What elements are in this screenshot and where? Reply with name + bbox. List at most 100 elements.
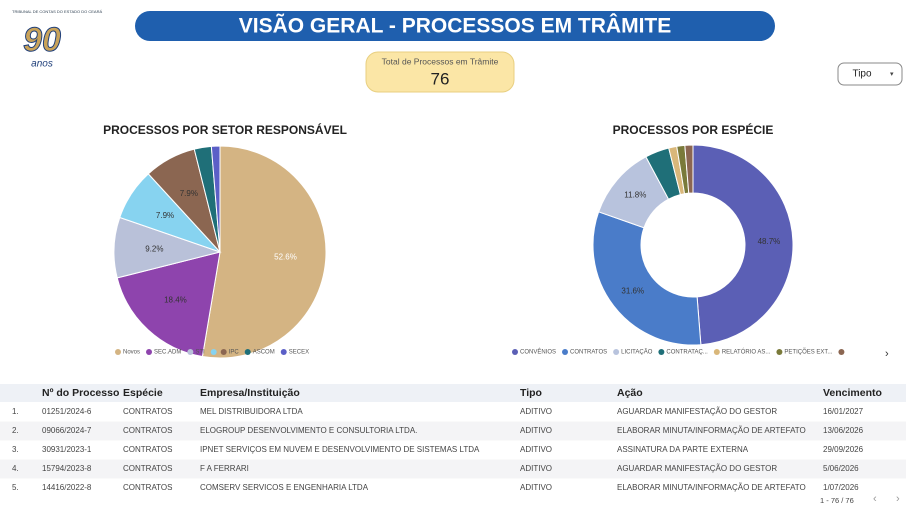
table-cell: 5/06/2026 [823, 464, 859, 473]
data-label: 31.6% [621, 286, 644, 295]
table-cell: 3. [12, 445, 19, 454]
table-cell: CONTRATOS [123, 464, 172, 473]
legend-label: ASCOM [253, 350, 275, 356]
table-cell: ADITIVO [520, 407, 552, 416]
legend-label: SEC.ADM [154, 350, 181, 356]
legend-label: STI [195, 350, 205, 356]
legend-swatch [658, 349, 665, 355]
kpi-card [365, 51, 515, 93]
dropdown-arrow[interactable]: ▾ [890, 71, 894, 78]
table-header-bg [0, 384, 906, 402]
page-next[interactable]: › [896, 493, 900, 505]
legend-swatch [838, 349, 845, 355]
column-header: Ação [617, 387, 643, 399]
table-cell: ELABORAR MINUTA/INFORMAÇÃO DE ARTEFATO [617, 426, 806, 435]
legend-swatch [776, 349, 783, 355]
table-cell: 14416/2022-8 [42, 483, 92, 492]
pie-slice [210, 145, 221, 253]
table-cell: COMSERV SERVICOS E ENGENHARIA LTDA [200, 483, 369, 492]
kpi-label: Total de Processos em Trâmite [382, 56, 499, 66]
legend-swatch [210, 349, 217, 355]
legend-label: SECEX [289, 350, 309, 356]
legend-swatch [115, 349, 121, 355]
data-label: 18.4% [164, 295, 187, 304]
table-cell: 29/09/2026 [823, 445, 864, 454]
table-cell: ADITIVO [520, 483, 552, 492]
data-label: 7.9% [180, 189, 198, 198]
pie-slice [684, 144, 694, 194]
table-cell: 5. [12, 483, 19, 492]
logo-caption: TRIBUNAL DE CONTAS DO ESTADO DO CEARÁ [12, 9, 102, 14]
legend-label: Novos [123, 350, 140, 356]
legend-label: CONTRATOS [570, 350, 607, 356]
table-cell: ASSINATURA DA PARTE EXTERNA [617, 445, 749, 454]
data-label: 11.8% [624, 191, 646, 200]
legend-label: CONVÊNIOS [520, 348, 556, 356]
column-header: Vencimento [823, 387, 882, 399]
logo-word: anos [31, 59, 53, 70]
filter-label[interactable]: Tipo [852, 69, 872, 80]
logo-number: 90 [23, 21, 61, 59]
title-bar [135, 11, 775, 41]
page-title: VISÃO GERAL - PROCESSOS EM TRÂMITE [239, 14, 672, 38]
legend-swatch [146, 349, 153, 355]
table-cell: ELABORAR MINUTA/INFORMAÇÃO DE ARTEFATO [617, 483, 806, 492]
legend-swatch [512, 349, 518, 355]
pie-slice [592, 211, 702, 346]
filter-dropdown[interactable] [837, 62, 903, 86]
table-cell: 13/06/2026 [823, 426, 864, 435]
pie-slice [116, 251, 221, 358]
chart-title: PROCESSOS POR ESPÉCIE [613, 122, 774, 137]
table-cell: 16/01/2027 [823, 407, 864, 416]
legend-label: LICITAÇÃO [621, 349, 653, 356]
table-cell: F A FERRARI [200, 464, 249, 473]
legend-next[interactable]: › [885, 348, 889, 360]
legend-swatch [244, 349, 251, 355]
table-cell: MEL DISTRIBUIDORA LTDA [200, 407, 303, 416]
table-cell: ADITIVO [520, 464, 552, 473]
pagination: 1 - 76 / 76 [820, 496, 854, 505]
column-header: Nº do Processo [42, 387, 119, 399]
table-cell: 1. [12, 407, 19, 416]
table-cell: AGUARDAR MANIFESTAÇÃO DO GESTOR [617, 407, 777, 416]
kpi-value: 76 [431, 69, 450, 88]
legend-swatch [187, 349, 194, 355]
legend-swatch [713, 349, 720, 355]
table-cell: 4. [12, 464, 19, 473]
row-band [0, 459, 906, 479]
chart-title: PROCESSOS POR SETOR RESPONSÁVEL [103, 122, 347, 137]
pie-slice [692, 144, 794, 346]
column-header: Empresa/Instituição [200, 387, 300, 399]
table-cell: 1/07/2026 [823, 483, 859, 492]
table-cell: CONTRATOS [123, 483, 172, 492]
column-header: Espécie [123, 387, 163, 399]
table-cell: IPNET SERVIÇOS EM NUVEM E DESENVOLVIMENT… [200, 445, 480, 454]
table-cell: ADITIVO [520, 445, 552, 454]
legend-label: RELATÓRIO AS... [722, 349, 771, 356]
table-cell: AGUARDAR MANIFESTAÇÃO DO GESTOR [617, 464, 777, 473]
table-cell: 15794/2023-8 [42, 464, 92, 473]
data-label: 48.7% [758, 237, 781, 246]
table-cell: 2. [12, 426, 19, 435]
table-cell: ADITIVO [520, 426, 552, 435]
legend-label: PETIÇÕES EXT... [784, 349, 832, 356]
data-label: 7.9% [156, 211, 174, 220]
table-cell: 30931/2023-1 [42, 445, 92, 454]
data-label: 9.2% [145, 244, 163, 253]
page-prev[interactable]: ‹ [873, 493, 877, 505]
table-cell: CONTRATOS [123, 407, 172, 416]
legend-label: CONTRATAÇ... [666, 350, 708, 356]
table-cell: 01251/2024-6 [42, 407, 92, 416]
data-label: 52.6% [274, 253, 297, 262]
legend-swatch [562, 349, 569, 355]
legend-label: IPC [229, 350, 240, 356]
row-band [0, 421, 906, 441]
table-cell: CONTRATOS [123, 426, 172, 435]
table-cell: ELOGROUP DESENVOLVIMENTO E CONSULTORIA L… [200, 426, 417, 435]
legend-swatch [280, 349, 287, 355]
legend-swatch [613, 349, 620, 355]
column-header: Tipo [520, 387, 542, 399]
table-cell: CONTRATOS [123, 445, 172, 454]
legend-swatch [220, 349, 227, 355]
